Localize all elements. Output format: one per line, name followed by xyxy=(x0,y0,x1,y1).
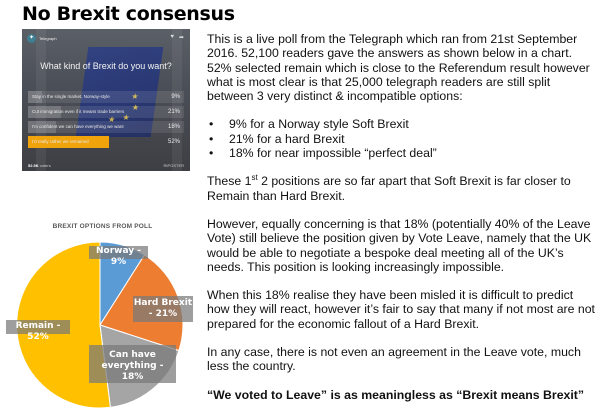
bullet-item: 21% for a hard Brexit xyxy=(207,132,597,147)
poll-option[interactable]: I'm confident we can have everything we … xyxy=(28,121,184,133)
pie-label-norway: Norway - 9% xyxy=(89,246,148,267)
poll-footer: 52.5K voters RIPOSTER xyxy=(28,163,184,168)
poll-option[interactable]: Stay in the single market, Norway-style … xyxy=(28,91,184,103)
poll-source: Telegraph xyxy=(39,36,57,41)
pie-label-can-have-everything: Can have everything - 18% xyxy=(89,345,176,383)
poll-option-pct: 9% xyxy=(171,94,180,100)
poll-option-label: I'm confident we can have everything we … xyxy=(32,124,124,129)
page-title: No Brexit consensus xyxy=(22,3,235,25)
chart-title: BREXIT OPTIONS FROM POLL xyxy=(52,223,153,230)
poll-option[interactable]: Cut immigration even if it means trade b… xyxy=(28,106,184,118)
poll-header: ✦ Telegraph xyxy=(27,34,57,43)
poll-widget: ★ ★ ★ ★ ✦ Telegraph ♥ ➦ What kind of Bre… xyxy=(22,29,190,171)
heart-icon[interactable]: ♥ xyxy=(170,34,174,40)
paragraph-misled: When this 18% realise they have been mis… xyxy=(207,288,595,331)
poll-option-bar xyxy=(28,106,61,118)
poll-option-selected[interactable]: I'd really rather we remained 52% xyxy=(28,136,184,148)
background-pillar xyxy=(172,29,182,171)
pie-label-remain: Remain - 52% xyxy=(6,320,70,342)
pie-label-hard-brexit: Hard Brexit - 21% xyxy=(133,296,193,322)
paragraph-agreement: In any case, there is not even an agreem… xyxy=(207,345,581,374)
intro-paragraph: This is a live poll from the Telegraph w… xyxy=(207,32,590,104)
poll-option-bar xyxy=(28,136,110,148)
bullet-item: 18% for near impossible “perfect deal” xyxy=(207,146,597,161)
share-icon[interactable]: ➦ xyxy=(178,35,184,41)
background-pillar xyxy=(36,29,46,171)
voter-count: 52.5K voters xyxy=(28,163,51,168)
telegraph-logo-icon: ✦ xyxy=(27,34,36,43)
bullet-item: 9% for a Norway style Soft Brexit xyxy=(207,117,597,132)
article-body: This is a live poll from the Telegraph w… xyxy=(207,32,597,412)
poll-option-pct: 52% xyxy=(167,139,180,145)
paragraph-positions: These 1st 2 positions are so far apart t… xyxy=(207,173,571,203)
poll-option-pct: 18% xyxy=(167,124,180,130)
poll-option-pct: 21% xyxy=(167,109,180,115)
poll-option-bar xyxy=(28,121,57,133)
poll-option-label: Stay in the single market, Norway-style xyxy=(32,94,110,99)
poll-option-bar xyxy=(28,91,43,103)
closing-statement: “We voted to Leave” is as meaningless as… xyxy=(207,387,585,402)
poll-option-label: Cut immigration even if it means trade b… xyxy=(32,109,125,114)
poll-branding: RIPOSTER xyxy=(163,163,184,168)
poll-option-label: I'd really rather we remained xyxy=(32,139,89,144)
poll-actions: ♥ ➦ xyxy=(170,34,184,41)
poll-question: What kind of Brexit do you want? xyxy=(40,61,172,71)
options-list: 9% for a Norway style Soft Brexit 21% fo… xyxy=(207,117,597,160)
poll-options: Stay in the single market, Norway-style … xyxy=(28,91,184,151)
paragraph-concern: However, equally concerning is that 18% … xyxy=(207,216,592,274)
